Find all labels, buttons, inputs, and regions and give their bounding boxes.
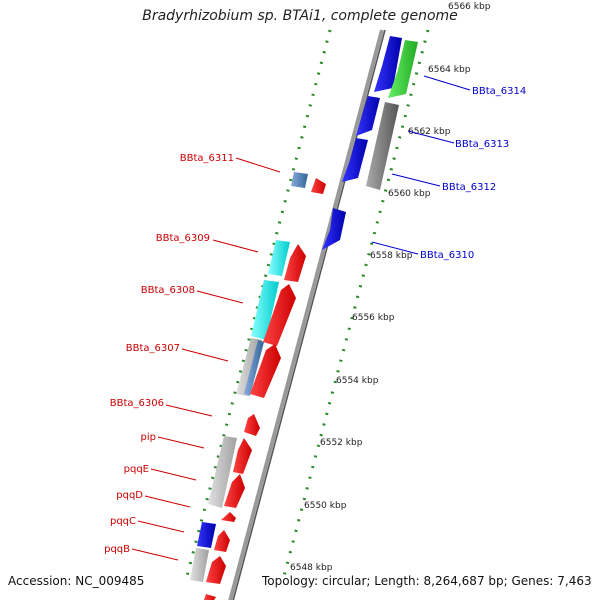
gene-leader-line [150, 468, 197, 481]
gene-leader-line [423, 75, 471, 91]
kbp-label: 6554 kbp [336, 376, 379, 386]
gene-arrow[interactable] [263, 284, 296, 346]
gene-leader-line [131, 548, 179, 561]
gene-arrow[interactable] [250, 344, 281, 398]
gene-arrow[interactable] [221, 512, 236, 522]
gene-leader-line [165, 404, 213, 417]
gene-arrow[interactable] [374, 36, 402, 92]
forward-gene-label[interactable]: BBta_6312 [442, 182, 496, 193]
gene-arrow[interactable] [204, 594, 216, 600]
gene-leader-line [137, 520, 185, 533]
gene-arrow[interactable] [214, 530, 230, 552]
gene-arrow[interactable] [388, 40, 418, 98]
gene-leader-line [157, 436, 205, 449]
gene-leader-line [371, 241, 419, 255]
gene-leader-line [391, 173, 441, 187]
gene-arrow[interactable] [356, 96, 380, 136]
kbp-label: 6556 kbp [352, 313, 395, 323]
gene-arrow[interactable] [311, 178, 326, 194]
gene-arrow[interactable] [244, 340, 264, 396]
reverse-gene-label[interactable]: BBta_6307 [126, 343, 180, 354]
gene-arrow[interactable] [224, 474, 245, 508]
reverse-gene-label[interactable]: BBta_6309 [156, 233, 210, 244]
gene-arrow[interactable] [208, 436, 237, 508]
kbp-label: 6558 kbp [370, 251, 413, 261]
kbp-label: 6550 kbp [304, 501, 347, 511]
gene-arrow[interactable] [197, 522, 216, 548]
reverse-gene-label[interactable]: pqqC [110, 516, 136, 527]
kbp-label: 6564 kbp [428, 65, 471, 75]
genome-backbone [228, 29, 384, 600]
right-tick-track [281, 29, 430, 581]
gene-arrow[interactable] [244, 414, 260, 436]
gene-arrow[interactable] [284, 244, 306, 282]
forward-gene-label[interactable]: BBta_6314 [472, 86, 526, 97]
kbp-label: 6560 kbp [388, 189, 431, 199]
topology-text: Topology: circular; Length: 8,264,687 bp… [262, 574, 592, 588]
kbp-label: 6566 kbp [448, 2, 491, 12]
gene-arrow[interactable] [291, 172, 308, 188]
gene-arrow[interactable] [251, 280, 279, 340]
reverse-gene-label[interactable]: BBta_6311 [180, 153, 234, 164]
left-tick-track [184, 29, 332, 581]
gene-arrow[interactable] [233, 438, 252, 474]
reverse-gene-label[interactable]: pqqB [104, 544, 130, 555]
kbp-label: 6548 kbp [290, 563, 333, 573]
forward-gene-label[interactable]: BBta_6313 [455, 139, 509, 150]
kbp-label: 6562 kbp [408, 127, 451, 137]
gene-arrow[interactable] [342, 138, 368, 182]
gene-leader-line [235, 157, 281, 173]
gene-leader-line [144, 495, 191, 508]
gene-arrow[interactable] [206, 556, 226, 584]
gene-arrow[interactable] [366, 102, 399, 190]
gene-leader-line [196, 290, 244, 304]
forward-gene-label[interactable]: BBta_6310 [420, 250, 474, 261]
reverse-gene-label[interactable]: BBta_6306 [110, 398, 164, 409]
gene-leader-line [181, 348, 229, 362]
reverse-gene-label[interactable]: pqqE [124, 464, 149, 475]
reverse-gene-label[interactable]: pip [141, 432, 156, 443]
reverse-gene-label[interactable]: BBta_6308 [141, 285, 195, 296]
gene-arrow[interactable] [190, 548, 209, 582]
kbp-label: 6552 kbp [320, 438, 363, 448]
gene-leader-line [212, 239, 259, 253]
gene-leader-line [407, 130, 455, 144]
reverse-gene-label[interactable]: pqqD [116, 490, 143, 501]
genome-title: Bradyrhizobium sp. BTAi1, complete genom… [142, 8, 458, 24]
accession-text: Accession: NC_009485 [8, 574, 145, 588]
gene-arrow[interactable] [268, 240, 290, 276]
gene-arrow[interactable] [322, 208, 346, 250]
